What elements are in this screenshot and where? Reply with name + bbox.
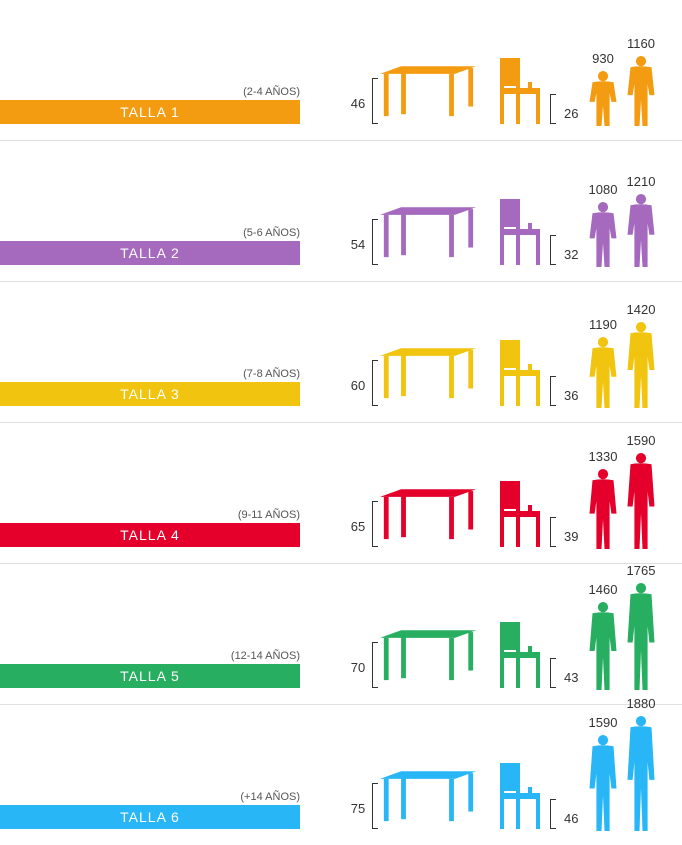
person-min-height: 930 bbox=[592, 51, 614, 66]
age-label: (+14 AÑOS) bbox=[0, 791, 300, 803]
person-max-height: 1880 bbox=[627, 696, 656, 711]
size-bar: TALLA 2 bbox=[0, 241, 300, 265]
chair-height-value: 39 bbox=[564, 529, 578, 544]
person-min-height: 1330 bbox=[589, 449, 618, 464]
table-height-bracket bbox=[372, 219, 373, 265]
table-height-value: 70 bbox=[351, 660, 365, 675]
chair-height-value: 36 bbox=[564, 388, 578, 403]
table-height-value: 60 bbox=[351, 378, 365, 393]
person-max-height: 1210 bbox=[627, 174, 656, 189]
person-min-height: 1190 bbox=[589, 317, 617, 332]
table-height-bracket bbox=[372, 360, 373, 406]
age-label: (9-11 AÑOS) bbox=[0, 509, 300, 521]
person-min-icon bbox=[588, 601, 618, 692]
person-max-icon bbox=[626, 715, 656, 833]
table-height-value: 46 bbox=[351, 96, 365, 111]
size-bar: TALLA 3 bbox=[0, 382, 300, 406]
person-max-height: 1160 bbox=[627, 36, 655, 51]
person-min-height: 1460 bbox=[589, 582, 618, 597]
table-icon bbox=[380, 489, 476, 547]
chair-icon bbox=[500, 481, 546, 547]
person-max-height: 1765 bbox=[627, 563, 656, 578]
table-icon bbox=[380, 630, 476, 688]
size-row: (7-8 AÑOS) TALLA 3 60 36 1190 1420 bbox=[0, 282, 682, 423]
chair-height-value: 26 bbox=[564, 106, 578, 121]
table-height-value: 75 bbox=[351, 801, 365, 816]
size-row: (+14 AÑOS) TALLA 6 75 46 1590 1880 bbox=[0, 705, 682, 845]
size-row: (5-6 AÑOS) TALLA 2 54 32 1080 1210 bbox=[0, 141, 682, 282]
person-min-icon bbox=[588, 336, 618, 410]
table-height-bracket bbox=[372, 78, 373, 124]
chair-height-value: 43 bbox=[564, 670, 578, 685]
chair-height-bracket bbox=[550, 376, 551, 406]
person-max-height: 1590 bbox=[627, 433, 656, 448]
table-height-bracket bbox=[372, 783, 373, 829]
size-bar: TALLA 4 bbox=[0, 523, 300, 547]
person-max-height: 1420 bbox=[627, 302, 656, 317]
person-min-height: 1080 bbox=[589, 182, 618, 197]
person-max-icon bbox=[626, 193, 656, 269]
table-height-value: 54 bbox=[351, 237, 365, 252]
size-row: (2-4 AÑOS) TALLA 1 46 26 930 1160 bbox=[0, 0, 682, 141]
chair-height-bracket bbox=[550, 658, 551, 688]
table-icon bbox=[380, 348, 476, 406]
person-max-icon bbox=[626, 452, 656, 551]
chair-icon bbox=[500, 58, 546, 124]
age-label: (5-6 AÑOS) bbox=[0, 227, 300, 239]
size-bar: TALLA 6 bbox=[0, 805, 300, 829]
size-chart-infographic: (2-4 AÑOS) TALLA 1 46 26 930 1160 bbox=[0, 0, 682, 845]
chair-height-bracket bbox=[550, 235, 551, 265]
chair-icon bbox=[500, 340, 546, 406]
table-height-bracket bbox=[372, 501, 373, 547]
person-min-icon bbox=[588, 201, 618, 269]
size-row: (12-14 AÑOS) TALLA 5 70 43 1460 1765 bbox=[0, 564, 682, 705]
chair-height-bracket bbox=[550, 517, 551, 547]
person-min-icon bbox=[588, 70, 618, 128]
chair-height-bracket bbox=[550, 94, 551, 124]
person-max-icon bbox=[626, 55, 656, 128]
person-min-icon bbox=[588, 468, 618, 551]
age-label: (7-8 AÑOS) bbox=[0, 368, 300, 380]
size-bar: TALLA 1 bbox=[0, 100, 300, 124]
chair-icon bbox=[500, 622, 546, 688]
chair-height-bracket bbox=[550, 799, 551, 829]
table-height-bracket bbox=[372, 642, 373, 688]
size-bar: TALLA 5 bbox=[0, 664, 300, 688]
size-row: (9-11 AÑOS) TALLA 4 65 39 1330 1590 bbox=[0, 423, 682, 564]
table-icon bbox=[380, 207, 476, 265]
table-icon bbox=[380, 771, 476, 829]
person-max-icon bbox=[626, 321, 656, 410]
chair-height-value: 32 bbox=[564, 247, 578, 262]
chair-height-value: 46 bbox=[564, 811, 578, 826]
person-max-icon bbox=[626, 582, 656, 692]
person-min-icon bbox=[588, 734, 618, 833]
age-label: (2-4 AÑOS) bbox=[0, 86, 300, 98]
age-label: (12-14 AÑOS) bbox=[0, 650, 300, 662]
table-icon bbox=[380, 66, 476, 124]
table-height-value: 65 bbox=[351, 519, 365, 534]
chair-icon bbox=[500, 199, 546, 265]
chair-icon bbox=[500, 763, 546, 829]
person-min-height: 1590 bbox=[589, 715, 618, 730]
